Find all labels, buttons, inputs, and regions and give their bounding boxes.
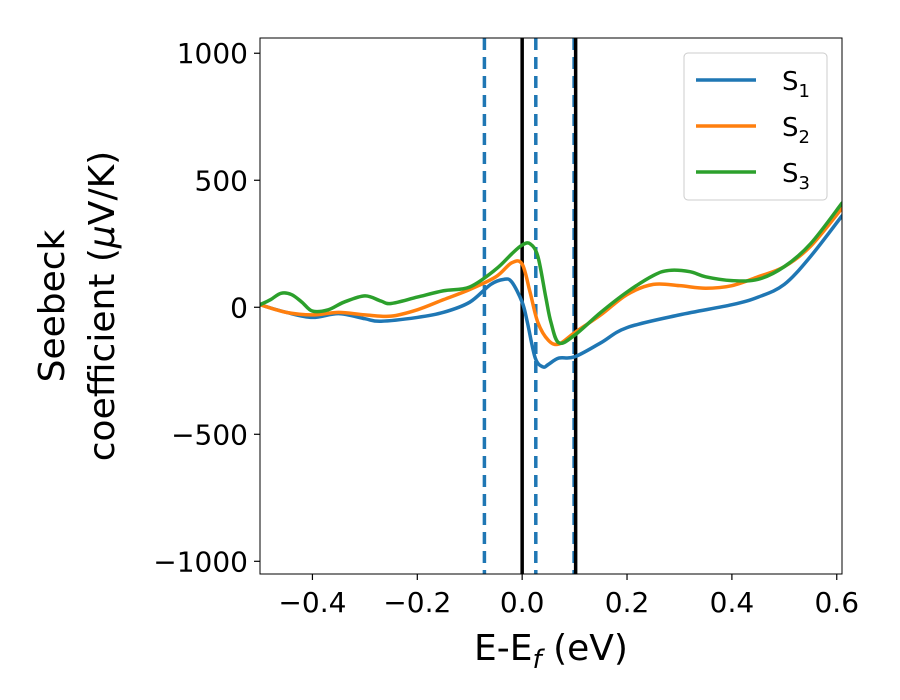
series-line-3 bbox=[260, 201, 842, 346]
y-tick-label: 1000 bbox=[177, 37, 248, 70]
y-axis-label-line2: coefficient (μV/K) bbox=[82, 151, 123, 461]
y-tick-label: −1000 bbox=[153, 545, 248, 578]
x-tick-label: −0.2 bbox=[383, 586, 451, 619]
x-tick-label: 0.6 bbox=[814, 586, 859, 619]
y-axis-label-mu: μ bbox=[82, 225, 123, 249]
y-axis-label-post: V/K) bbox=[82, 151, 123, 225]
y-tick-label: 0 bbox=[230, 291, 248, 324]
legend: S1 S2 S3 bbox=[683, 52, 828, 201]
series-line-2 bbox=[260, 206, 842, 347]
x-tick-label: −0.4 bbox=[278, 586, 346, 619]
plot-frame bbox=[259, 37, 843, 575]
x-axis-label-main: E-E bbox=[474, 628, 532, 669]
y-axis-label-line1: Seebeck bbox=[32, 229, 73, 382]
x-axis-ticks: −0.4 −0.2 0.0 0.2 0.4 0.6 bbox=[278, 574, 859, 619]
x-tick-label: 0.0 bbox=[500, 586, 545, 619]
y-tick-label: 500 bbox=[195, 164, 248, 197]
legend-label-1: S1 bbox=[782, 67, 810, 102]
series-line-1 bbox=[260, 214, 842, 369]
x-axis-label: E-Ef (eV) bbox=[474, 628, 628, 675]
series-lines bbox=[260, 201, 842, 369]
vertical-lines bbox=[482, 38, 578, 574]
x-tick-label: 0.4 bbox=[710, 586, 755, 619]
legend-label-3: S3 bbox=[782, 159, 810, 194]
y-axis-ticks: 1000 500 0 −500 −1000 bbox=[153, 37, 260, 578]
y-axis-label-pre: coefficient ( bbox=[82, 248, 123, 461]
legend-label-2: S2 bbox=[782, 113, 810, 148]
x-tick-label: 0.2 bbox=[605, 586, 650, 619]
y-axis-label: Seebeck coefficient (μV/K) bbox=[32, 151, 123, 461]
y-tick-label: −500 bbox=[171, 418, 248, 451]
x-axis-label-tail: (eV) bbox=[542, 628, 628, 669]
